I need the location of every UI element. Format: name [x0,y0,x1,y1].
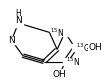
Text: $^{13}$C: $^{13}$C [76,42,90,54]
Polygon shape [62,58,76,65]
Text: N: N [8,36,15,45]
Text: OH: OH [88,43,102,52]
Polygon shape [72,44,86,51]
Polygon shape [14,19,23,27]
Text: H: H [16,9,21,18]
Text: $^{15}$N: $^{15}$N [50,26,64,39]
Polygon shape [56,29,70,36]
Text: OH: OH [53,70,66,79]
Text: N: N [15,16,22,25]
Text: $^{15}$N: $^{15}$N [66,56,81,68]
Polygon shape [7,37,16,44]
